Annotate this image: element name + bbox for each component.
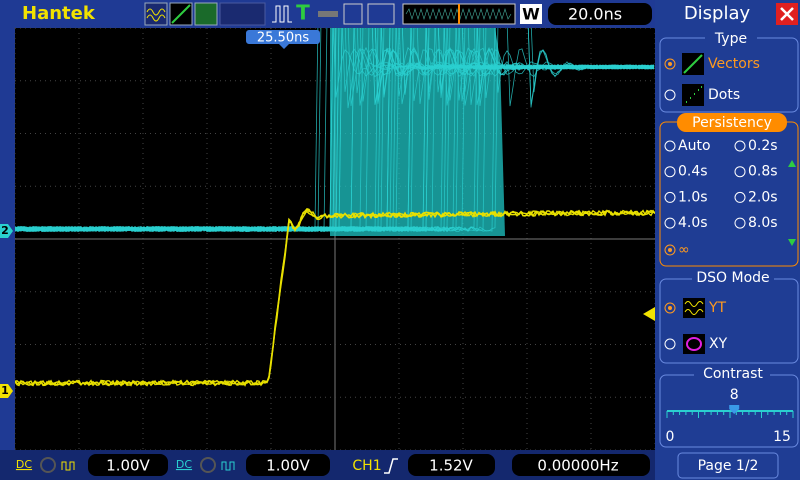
ch2-probe-icon xyxy=(221,461,235,471)
ch1-scale: 1.00V xyxy=(106,457,150,475)
persist-option[interactable]: 2.0s xyxy=(748,189,778,205)
yt-glyph xyxy=(684,301,704,315)
ch2-marker xyxy=(0,224,13,238)
ch1-probe-icon xyxy=(61,461,75,471)
persist-option[interactable]: 0.4s xyxy=(678,164,708,180)
left-strip xyxy=(0,28,15,450)
trigger-level-marker xyxy=(643,307,655,321)
ch1-marker-label: 1 xyxy=(1,384,9,397)
scroll-down[interactable] xyxy=(788,239,796,246)
vectors-glyph xyxy=(683,54,703,74)
dots-glyph xyxy=(686,86,702,103)
radio[interactable] xyxy=(664,89,676,101)
persist-icon xyxy=(194,2,218,26)
ch2-scale: 1.00V xyxy=(266,457,310,475)
cursor-label: 25.50ns xyxy=(257,31,309,46)
disk-icon xyxy=(367,3,395,25)
radio[interactable] xyxy=(664,338,676,350)
contrast-value: 8 xyxy=(730,387,739,403)
type-option[interactable]: Dots xyxy=(708,87,740,103)
ch1-coupling: DC xyxy=(16,458,32,471)
ch2-trace xyxy=(15,28,655,233)
window-label: W xyxy=(522,5,540,24)
radio-dot xyxy=(668,306,672,310)
xy-glyph xyxy=(686,337,702,351)
yt-icon xyxy=(683,298,705,318)
radio[interactable] xyxy=(734,140,746,152)
page-label: Page 1/2 xyxy=(698,458,759,474)
radio[interactable] xyxy=(734,191,746,203)
dots-icon xyxy=(682,84,704,106)
frequency-box xyxy=(512,454,650,476)
ch1-marker xyxy=(0,384,13,398)
ch2-bw-icon xyxy=(200,457,216,473)
vector-glyph xyxy=(171,4,191,24)
persist-heading: Persistency xyxy=(692,115,772,131)
timebase-box xyxy=(548,3,652,25)
run-icon xyxy=(272,5,292,23)
frequency: 0.00000Hz xyxy=(537,457,618,475)
slider-thumb[interactable] xyxy=(729,405,740,414)
trigger-mark: T xyxy=(296,1,310,25)
contrast-heading: Contrast xyxy=(703,366,763,382)
page-button[interactable] xyxy=(677,452,779,479)
radio[interactable] xyxy=(664,191,676,203)
edge-icon xyxy=(384,458,398,474)
close-glyph xyxy=(780,7,794,21)
radio-dot xyxy=(668,62,672,66)
wave-glyph xyxy=(146,8,166,22)
radio[interactable] xyxy=(664,217,676,229)
trigger-level: 1.52V xyxy=(429,457,473,475)
ch1-trace xyxy=(15,207,655,387)
persist-option[interactable]: ∞ xyxy=(678,242,690,258)
window-box xyxy=(520,4,542,24)
radio-selected[interactable] xyxy=(664,302,676,314)
persist-option[interactable]: 8.0s xyxy=(748,215,778,231)
mode-head-bg xyxy=(692,270,774,286)
persist-option[interactable]: 0.8s xyxy=(748,164,778,180)
ch1-scale-box xyxy=(88,454,168,476)
ch1-bw-icon xyxy=(40,457,56,473)
radio[interactable] xyxy=(734,217,746,229)
persist-option[interactable]: 1.0s xyxy=(678,189,708,205)
radio-selected[interactable] xyxy=(664,244,676,256)
mode-option[interactable]: YT xyxy=(708,300,727,316)
trigger-source: CH1 xyxy=(352,458,381,474)
blank-icon xyxy=(219,2,266,26)
radio[interactable] xyxy=(664,166,676,178)
ch2-marker-label: 2 xyxy=(1,224,9,237)
trigger-level-box xyxy=(408,454,495,476)
persist-option[interactable]: 0.2s xyxy=(748,138,778,154)
radio[interactable] xyxy=(664,140,676,152)
persist-option[interactable]: Auto xyxy=(678,138,711,154)
panel xyxy=(655,0,800,480)
scroll-up[interactable] xyxy=(788,160,796,167)
type-head-bg xyxy=(705,30,757,46)
type-heading: Type xyxy=(714,31,747,47)
persist-head-bg xyxy=(677,113,787,132)
brand: Hantek xyxy=(22,3,96,24)
persist-option[interactable]: 4.0s xyxy=(678,215,708,231)
contrast-head-bg xyxy=(694,366,770,382)
wave-icon xyxy=(144,2,168,26)
save-icon xyxy=(343,3,363,25)
mode-heading: DSO Mode xyxy=(696,270,769,286)
ch2-scale-box xyxy=(246,454,330,476)
contrast-max: 15 xyxy=(773,429,791,445)
ch2-coupling: DC xyxy=(176,458,192,471)
type-option[interactable]: Vectors xyxy=(708,56,760,72)
timebase: 20.0ns xyxy=(568,5,622,24)
mode-option[interactable]: XY xyxy=(709,336,728,352)
radio-selected[interactable] xyxy=(664,58,676,70)
cursor-flag xyxy=(246,30,320,49)
contrast-min: 0 xyxy=(666,429,675,445)
panel-title: Display xyxy=(684,3,751,24)
radio-dot xyxy=(668,248,672,252)
usb-icon xyxy=(318,11,338,17)
radio[interactable] xyxy=(734,166,746,178)
